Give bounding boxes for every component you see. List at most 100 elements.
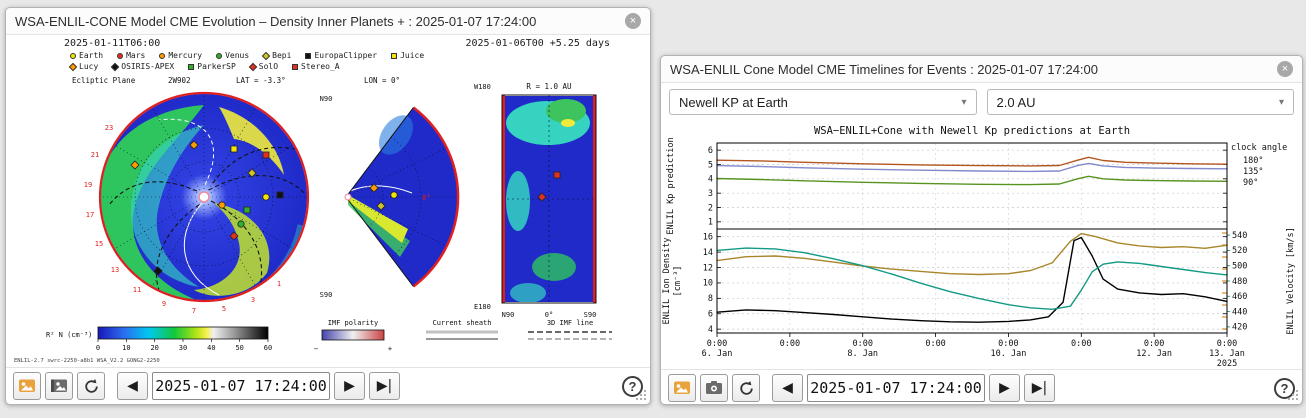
frames-mode-button[interactable] bbox=[668, 374, 696, 402]
legend-label: SolO bbox=[258, 62, 279, 71]
run-code: 2W902 bbox=[168, 76, 191, 85]
velocity-tick-label: 460 bbox=[1232, 292, 1247, 302]
colorbar-tick-label: 0 bbox=[96, 344, 100, 352]
legend-label: Earth bbox=[79, 51, 104, 60]
imf-polarity-bar bbox=[321, 329, 385, 341]
object-marker bbox=[229, 231, 239, 241]
object-marker bbox=[218, 201, 226, 209]
dial-number: 1 bbox=[277, 280, 281, 288]
scale-row: R² N (cm⁻³) 0 10 20 30 40 50 60 IMF polarity −… bbox=[14, 319, 612, 364]
velocity-tick-label: 480 bbox=[1232, 277, 1247, 287]
next-frame-button[interactable]: ▶ bbox=[989, 374, 1020, 402]
distance-select[interactable]: 2.0 AU ▾ bbox=[986, 89, 1294, 115]
dial-number: 7 bbox=[192, 307, 196, 315]
y-tick-label: 12 bbox=[703, 263, 713, 273]
series-kp-90 bbox=[716, 175, 1228, 186]
distance-select-value: 2.0 AU bbox=[996, 94, 1036, 110]
last-frame-button[interactable]: ▶| bbox=[1024, 374, 1055, 402]
clock-angle-title: clock angle bbox=[1231, 143, 1287, 153]
colorbar-tick-label: 50 bbox=[235, 344, 243, 352]
legend-label: ParkerSP bbox=[197, 62, 236, 71]
map-w180: W180 bbox=[474, 83, 491, 91]
frame-time: 2025-01-11T06:00 bbox=[64, 38, 161, 49]
refresh-button[interactable] bbox=[732, 374, 760, 402]
clock-angle-item: 180° bbox=[1243, 156, 1263, 166]
dial-number: 21 bbox=[91, 151, 99, 159]
run-info: 2025-01-06T00 +5.25 days bbox=[465, 38, 611, 49]
prev-frame-button[interactable]: ◀ bbox=[772, 374, 803, 402]
x-tick-date: 12. Jan bbox=[1136, 349, 1172, 359]
resize-grip[interactable] bbox=[644, 398, 646, 400]
left-toolbar: ◀ ▶ ▶| ? bbox=[6, 367, 650, 404]
datetime-input[interactable] bbox=[152, 372, 330, 400]
colorbar-ticks: 0 10 20 30 40 50 60 bbox=[96, 339, 272, 352]
right-toolbar: ◀ ▶ ▶| ? bbox=[661, 369, 1302, 406]
legend-marker-circle bbox=[159, 52, 166, 59]
y-tick-label: 5 bbox=[708, 160, 713, 170]
legend-marker-diamond bbox=[248, 62, 258, 71]
series-select[interactable]: Newell KP at Earth ▾ bbox=[669, 89, 977, 115]
prev-frame-button[interactable]: ◀ bbox=[117, 372, 148, 400]
y-tick-label: 6 bbox=[708, 310, 713, 320]
x-tick-time: 0:00 bbox=[1071, 339, 1091, 349]
y-tick-label: 14 bbox=[703, 248, 713, 258]
legend-item: SolO bbox=[248, 62, 279, 71]
snapshot-button[interactable] bbox=[45, 372, 73, 400]
enlil-plot: 2025-01-11T06:00 2025-01-06T00 +5.25 day… bbox=[6, 35, 650, 367]
resize-grip[interactable] bbox=[1296, 398, 1298, 400]
refresh-icon bbox=[739, 380, 753, 395]
last-frame-button[interactable]: ▶| bbox=[369, 372, 400, 400]
timeline-chart: WSA−ENLIL+Cone with Newell Kp prediction… bbox=[662, 125, 1296, 369]
x-tick-time: 0:00 bbox=[925, 339, 945, 349]
help-button[interactable]: ? bbox=[622, 375, 643, 397]
y-tick-label: 10 bbox=[703, 279, 713, 289]
left-titlebar: WSA-ENLIL-CONE Model CME Evolution – Den… bbox=[6, 8, 650, 35]
x-tick-year: 2025 bbox=[1217, 359, 1237, 369]
ecliptic-disc: 23 21 19 17 15 13 11 9 7 5 3 1 bbox=[84, 91, 310, 315]
colorbar-tick-label: 40 bbox=[207, 344, 215, 352]
series-kp-180 bbox=[716, 156, 1228, 167]
close-icon[interactable]: × bbox=[1277, 61, 1293, 77]
close-icon[interactable]: × bbox=[625, 13, 641, 29]
y-tick-label: 2 bbox=[708, 203, 713, 213]
dial-number: 9 bbox=[162, 300, 166, 308]
snapshot-button[interactable] bbox=[700, 374, 728, 402]
legend-item: Bepi bbox=[261, 51, 292, 60]
object-marker bbox=[537, 192, 547, 202]
legend-marker-circle bbox=[216, 52, 223, 59]
wedge-lon: LON = 0° bbox=[364, 76, 400, 85]
velocity-tick-label: 420 bbox=[1232, 323, 1247, 333]
animation-icon bbox=[19, 379, 35, 392]
grid-radial bbox=[113, 196, 205, 250]
sun-marker-wedge bbox=[344, 193, 352, 201]
dial-number: 3 bbox=[251, 296, 255, 304]
legend-label: OSIRIS-APEX bbox=[121, 62, 175, 71]
dial-number: 19 bbox=[84, 181, 92, 189]
y-tick-label: 8 bbox=[708, 294, 713, 304]
object-marker bbox=[230, 145, 238, 153]
object-marker bbox=[247, 168, 257, 178]
velocity-tick-label: 540 bbox=[1232, 231, 1247, 241]
legend-item: Juice bbox=[391, 51, 424, 60]
help-button[interactable]: ? bbox=[1274, 377, 1295, 399]
next-frame-button[interactable]: ▶ bbox=[334, 372, 365, 400]
legend-label: Mars bbox=[126, 51, 146, 60]
legend-row-2: Lucy OSIRIS-APEX ParkerSP SolO Stereo_A bbox=[6, 62, 650, 71]
disc-rim bbox=[98, 91, 310, 303]
x-tick-time: 0:00 bbox=[780, 339, 800, 349]
right-titlebar: WSA-ENLIL Cone Model CME Timelines for E… bbox=[661, 56, 1302, 83]
datetime-input[interactable] bbox=[807, 374, 985, 402]
x-tick-time: 0:00 bbox=[1144, 339, 1164, 349]
refresh-button[interactable] bbox=[77, 372, 105, 400]
colorbar-tick-label: 20 bbox=[150, 344, 158, 352]
frames-mode-button[interactable] bbox=[13, 372, 41, 400]
grid-radial bbox=[203, 106, 257, 198]
legend-label: Bepi bbox=[272, 51, 292, 60]
y-tick-label: 1 bbox=[708, 218, 713, 228]
legend-marker-diamond bbox=[261, 51, 271, 60]
grid-circle bbox=[168, 161, 240, 233]
window-cme-timelines: WSA-ENLIL Cone Model CME Timelines for E… bbox=[660, 55, 1303, 405]
chevron-down-icon: ▾ bbox=[961, 96, 967, 108]
legend-item: ParkerSP bbox=[188, 62, 236, 71]
